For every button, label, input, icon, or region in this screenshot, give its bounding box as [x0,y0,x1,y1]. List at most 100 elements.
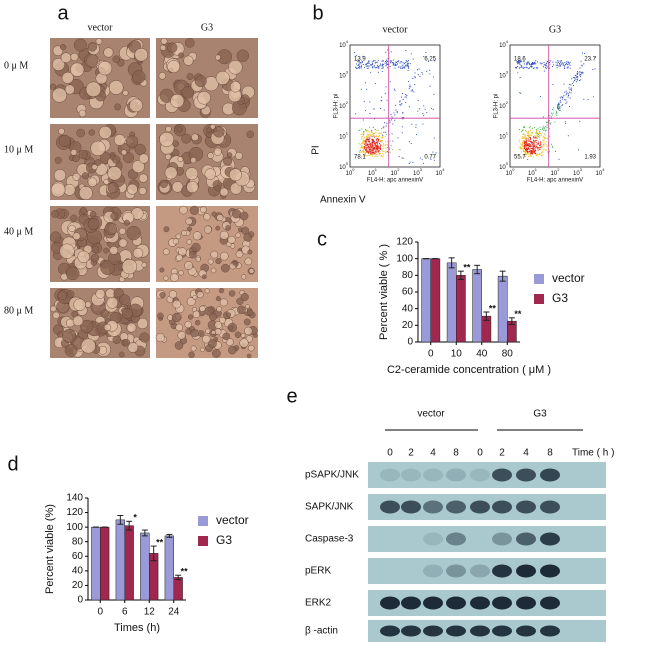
event [534,135,536,137]
event [573,85,575,87]
bar [173,577,183,601]
event [386,144,388,146]
event [407,60,409,62]
event [531,142,533,144]
event [376,64,378,66]
blot-bg [368,462,606,488]
event [524,151,526,153]
event [520,61,522,63]
cell [165,153,172,160]
event [547,66,549,68]
event [544,145,546,147]
event [534,147,536,149]
event [559,107,561,109]
event [562,98,564,100]
event [566,61,568,63]
event [558,109,560,111]
error-bar [141,529,148,537]
cell [120,149,128,156]
event [534,151,536,153]
event [371,129,373,131]
event [372,145,374,147]
event [537,149,539,151]
event [408,66,410,68]
error-bar [483,311,490,321]
event [521,66,523,68]
event [529,126,531,128]
event [527,147,529,149]
event [544,142,546,144]
event [569,89,571,91]
event [527,153,529,155]
y-tick-label: 104 [339,39,349,49]
event [522,140,524,142]
event [368,146,370,148]
time-label: 4 [430,448,436,459]
event [370,152,372,154]
event [526,152,528,154]
event [363,148,365,150]
band [423,468,443,482]
event [525,142,527,144]
event [522,134,524,136]
cell [190,328,199,338]
event [382,127,384,129]
event [555,64,557,66]
event [385,151,387,153]
event [376,142,378,144]
event [540,144,542,146]
blot-bg [368,526,606,552]
band [401,596,421,610]
event [366,148,368,150]
tick-exp: 3 [506,70,509,75]
event [530,64,532,66]
event [368,65,370,67]
cell [59,243,75,259]
event [390,60,392,62]
event [426,111,428,113]
event [580,76,582,78]
event [558,108,560,110]
time-label: 8 [453,448,459,459]
event [520,146,522,148]
event [429,85,431,87]
event [381,70,383,72]
event [536,135,538,137]
event [383,109,385,111]
legend-swatch [534,294,544,304]
cell [178,247,187,256]
event [543,70,545,72]
cell [155,333,165,343]
event [565,99,567,101]
event [378,138,380,140]
cell [212,349,221,358]
event [525,137,527,139]
cell [164,166,178,180]
event [561,105,563,107]
event [395,61,397,63]
event [524,139,526,141]
event [564,64,566,66]
event [363,132,365,134]
event [372,126,374,128]
group-label: vector [417,409,445,420]
event [535,140,537,142]
tick-exp: 1 [535,167,538,172]
panel-label: d [7,453,18,475]
event [374,152,376,154]
event [543,141,545,143]
event [552,65,554,67]
event [382,134,384,136]
event [408,141,410,143]
event [556,64,558,66]
event [427,60,429,62]
cell [78,109,87,118]
x-axis-label: FL4-H: apc annexinV [527,178,583,184]
event [536,130,538,132]
cell [188,250,197,259]
event [400,67,402,69]
cell [132,247,144,259]
event [535,131,537,133]
cell [197,90,211,105]
cell [215,225,221,231]
